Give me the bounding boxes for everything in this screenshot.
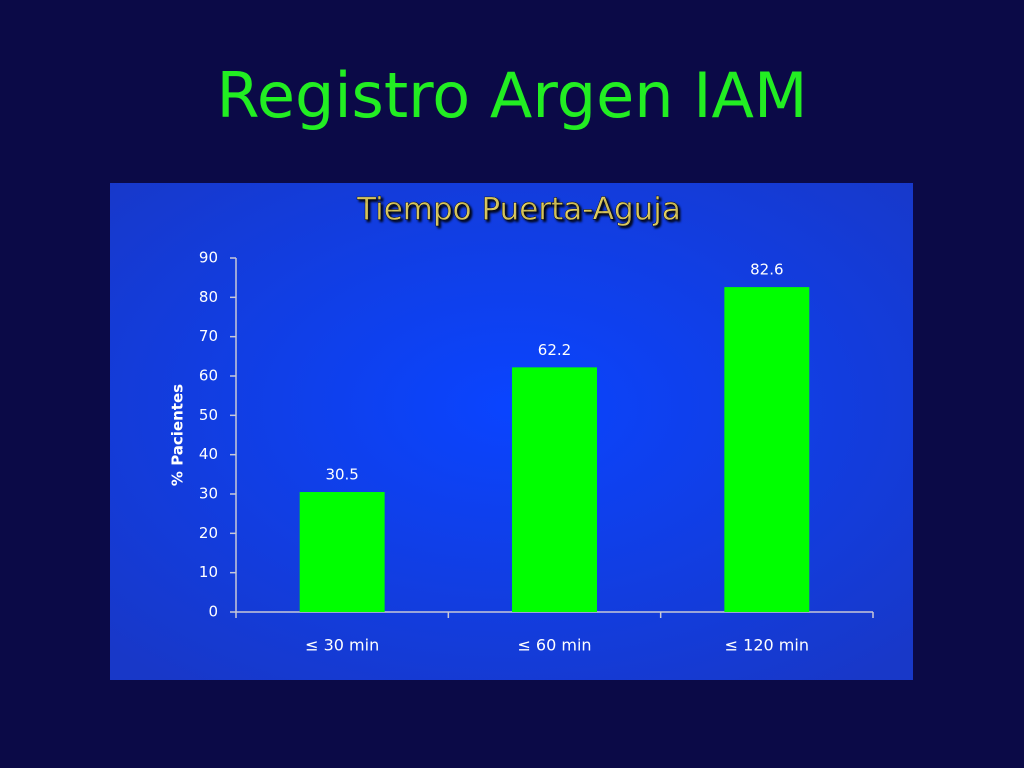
- x-tick-label: ≤ 30 min: [305, 636, 379, 655]
- y-tick-label: 70: [199, 327, 218, 345]
- y-tick-label: 0: [208, 603, 218, 621]
- chart-title: Tiempo Puerta-Aguja: [356, 192, 681, 228]
- x-tick-label: ≤ 120 min: [725, 636, 809, 655]
- y-axis-label: % Pacientes: [169, 384, 187, 486]
- y-tick-label: 30: [199, 485, 218, 503]
- x-tick-label: ≤ 60 min: [517, 636, 591, 655]
- y-tick-label: 50: [199, 406, 218, 424]
- y-tick-label: 90: [199, 249, 218, 267]
- value-label: 62.2: [538, 341, 571, 359]
- y-tick-label: 80: [199, 288, 218, 306]
- y-tick-label: 10: [199, 563, 218, 581]
- slide-title: Registro Argen IAM: [217, 59, 808, 132]
- bar: [724, 287, 810, 612]
- y-tick-label: 40: [199, 445, 218, 463]
- value-label: 30.5: [325, 466, 358, 484]
- y-tick-label: 20: [199, 524, 218, 542]
- bar: [512, 367, 597, 612]
- y-tick-label: 60: [199, 367, 218, 385]
- value-label: 82.6: [750, 261, 783, 279]
- bar: [299, 492, 385, 612]
